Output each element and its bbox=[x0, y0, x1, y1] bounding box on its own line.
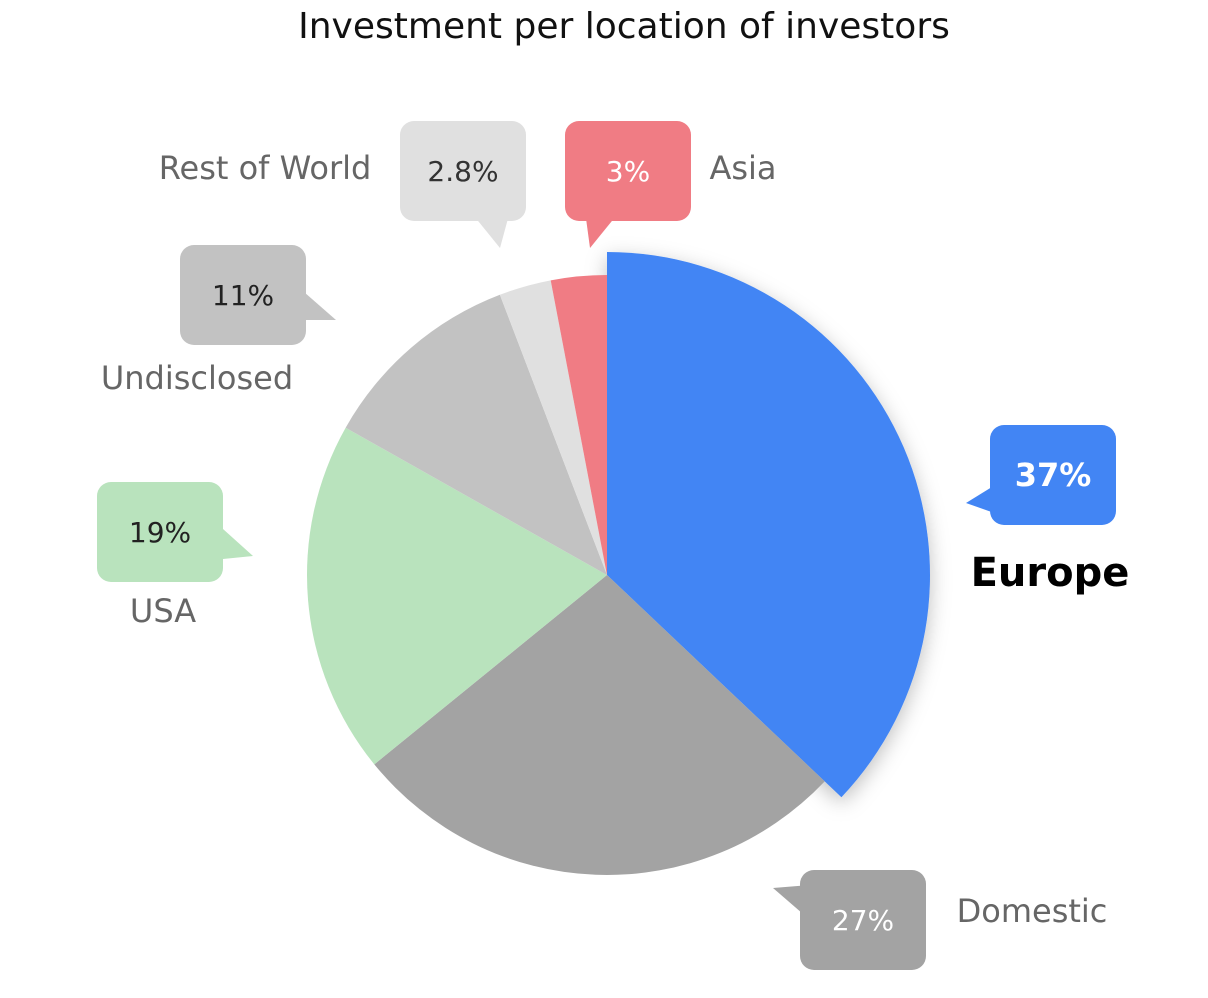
category-label: Rest of World bbox=[159, 149, 372, 187]
category-label: Undisclosed bbox=[101, 359, 293, 397]
value-label: 3% bbox=[606, 155, 650, 188]
pie-slice bbox=[499, 280, 607, 575]
value-label: 37% bbox=[1015, 456, 1092, 494]
pie-slice bbox=[607, 252, 930, 798]
chart-title: Investment per location of investors bbox=[298, 6, 950, 47]
callout-box bbox=[400, 121, 526, 221]
callout-box bbox=[990, 425, 1116, 525]
pie-slice bbox=[550, 275, 607, 575]
callout-box bbox=[97, 482, 223, 582]
value-label: 19% bbox=[129, 516, 191, 549]
value-label: 27% bbox=[832, 904, 894, 937]
callout-box bbox=[180, 245, 306, 345]
category-label: USA bbox=[130, 592, 196, 630]
value-label: 11% bbox=[212, 279, 274, 312]
pie-slice bbox=[306, 427, 607, 765]
callout-box bbox=[565, 121, 691, 221]
category-label: Asia bbox=[709, 149, 776, 187]
category-label: Domestic bbox=[957, 892, 1108, 930]
callout-box bbox=[800, 870, 926, 970]
value-label: 2.8% bbox=[427, 155, 498, 188]
category-label: Europe bbox=[971, 550, 1130, 596]
pie-slice bbox=[374, 575, 825, 876]
pie-slice bbox=[345, 294, 607, 575]
